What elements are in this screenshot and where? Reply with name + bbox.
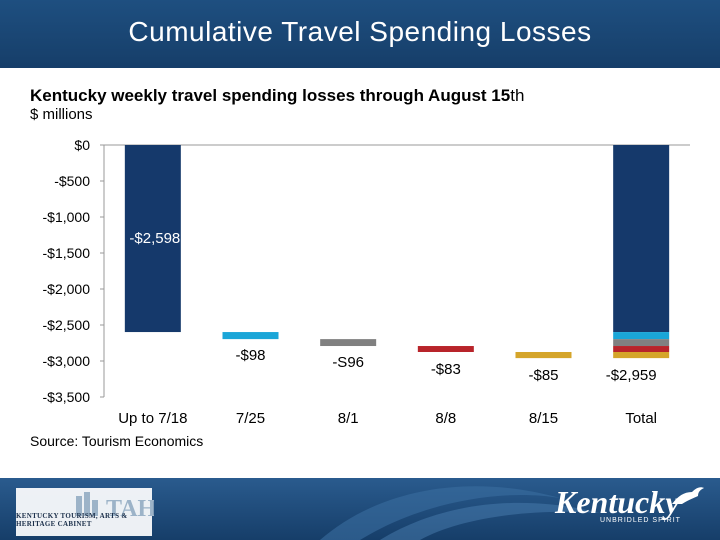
data-label: -S96 (332, 354, 364, 371)
horse-icon (672, 487, 704, 504)
tah-logo: TAH (16, 488, 154, 536)
x-tick-label: Total (625, 410, 657, 427)
data-label: -$85 (528, 367, 558, 384)
data-label: -$2,598 (129, 230, 180, 247)
kentucky-tagline: UNBRIDLED SPIRIT (600, 517, 681, 524)
bar-8-15 (515, 352, 572, 359)
x-tick-label: Up to 7/18 (118, 410, 187, 427)
y-tick-label: -$1,500 (43, 245, 91, 261)
title-banner: Cumulative Travel Spending Losses (0, 0, 720, 68)
tah-letters: TAH (106, 496, 154, 522)
x-tick-label: 8/8 (435, 410, 456, 427)
y-tick-label: -$1,000 (43, 209, 91, 225)
total-bar-segment (613, 145, 670, 333)
y-tick-label: -$3,500 (43, 389, 91, 405)
y-axis-unit-label: $ millions (30, 106, 93, 123)
waterfall-chart: $0 -$500 -$1,000 -$1,500 -$2,000 -$2,500 -$3,0… (43, 137, 690, 427)
x-tick-label: 7/25 (236, 410, 265, 427)
y-tick-label: -$2,500 (43, 317, 91, 333)
chart-title-suffix: th (510, 86, 525, 105)
x-tick-label: 8/15 (529, 410, 558, 427)
total-bar-segment (613, 332, 670, 340)
page-title: Cumulative Travel Spending Losses (128, 16, 592, 47)
y-tick-label: -$2,000 (43, 281, 91, 297)
data-label: -$83 (431, 361, 461, 378)
data-label: -$98 (235, 347, 265, 364)
footer-swoosh-decoration (320, 486, 600, 540)
y-tick-label: $0 (74, 137, 90, 153)
y-tick-label: -$500 (54, 173, 90, 189)
bar-8-8 (417, 346, 474, 352)
chart-title-main: Kentucky weekly travel spending losses t… (30, 86, 511, 105)
kentucky-logo: Kentucky (555, 484, 680, 520)
chart-title: Kentucky weekly travel spending losses t… (30, 86, 524, 106)
source-note: Source: Tourism Economics (30, 433, 204, 449)
total-bar-segment (613, 352, 670, 359)
total-bar-segment (613, 339, 670, 347)
total-bar-segment (613, 346, 670, 352)
bar-8-1 (320, 339, 377, 347)
bar-7-25 (222, 332, 279, 340)
y-tick-label: -$3,000 (43, 353, 91, 369)
x-tick-label: 8/1 (338, 410, 359, 427)
tah-logo-text: KENTUCKY TOURISM, ARTS & HERITAGE CABINE… (16, 512, 128, 528)
data-label: -$2,959 (606, 367, 657, 384)
bar-up-to-7-18 (124, 145, 181, 333)
